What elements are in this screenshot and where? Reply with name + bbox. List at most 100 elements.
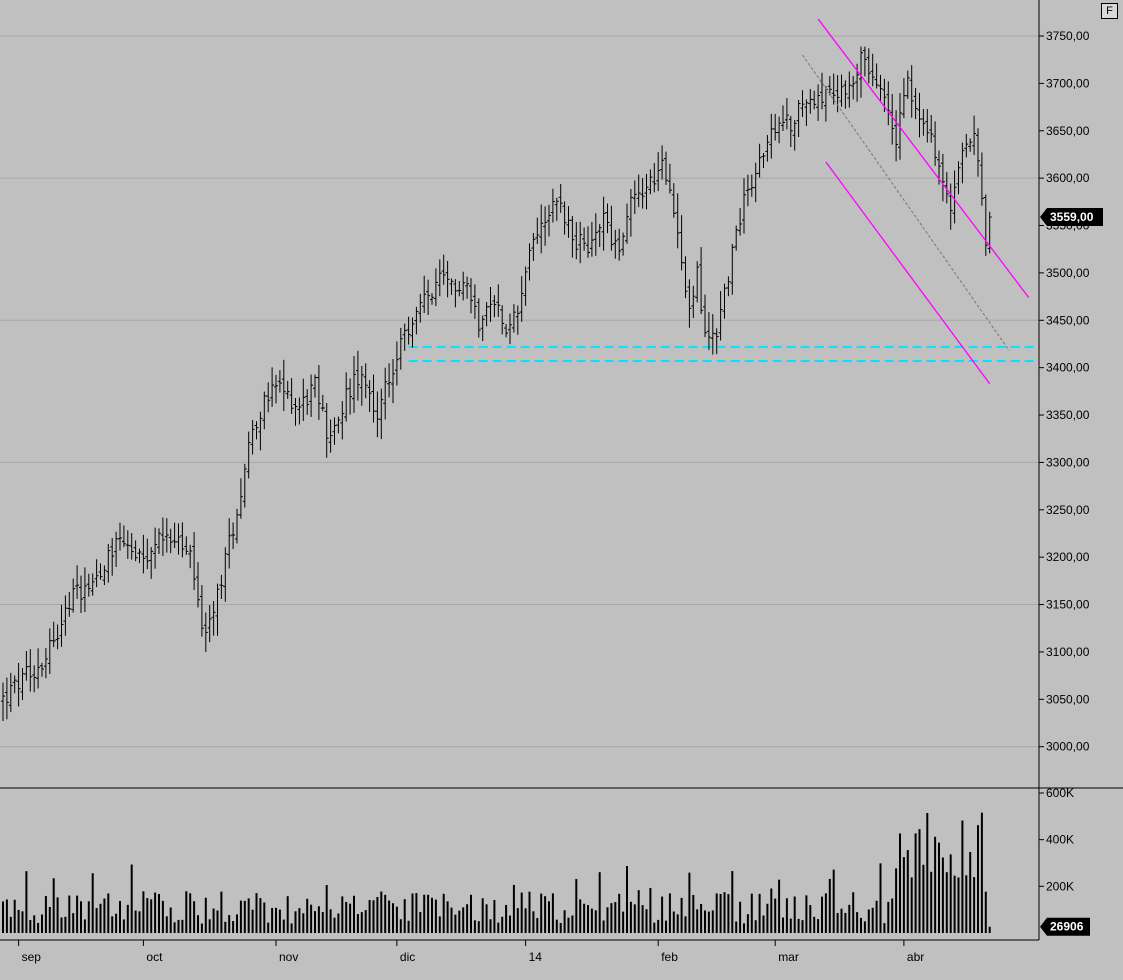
price-bar: [172, 522, 177, 548]
price-bar: [16, 662, 21, 707]
price-bar: [227, 518, 232, 569]
price-bar: [320, 394, 325, 412]
price-tick-label: 3300,00: [1046, 455, 1090, 469]
price-bar: [184, 536, 189, 555]
price-bar: [215, 583, 220, 636]
price-bar: [63, 595, 68, 636]
price-bar: [706, 312, 711, 350]
price-bar: [784, 98, 789, 130]
price-bar: [894, 110, 899, 162]
price-bar: [20, 668, 25, 701]
price-bar: [430, 293, 434, 305]
price-bar: [328, 419, 333, 453]
price-bar: [297, 397, 302, 425]
price-bar: [367, 380, 372, 412]
price-bar: [905, 70, 910, 99]
price-bar: [753, 162, 758, 203]
last-volume-label: 26906: [1050, 920, 1084, 934]
price-bar: [355, 350, 360, 401]
price-bar: [742, 178, 746, 234]
price-bar: [371, 374, 376, 423]
price-bar: [944, 172, 949, 204]
price-bar: [566, 206, 571, 238]
price-bar: [472, 284, 477, 319]
price-bar: [82, 567, 87, 613]
price-bar: [562, 201, 567, 235]
price-bar: [765, 134, 770, 162]
price-bar: [379, 388, 384, 440]
price-bar: [890, 94, 895, 145]
price-bar: [110, 538, 115, 576]
price-bar: [948, 183, 953, 230]
price-bar: [570, 216, 575, 258]
price-bar: [531, 232, 536, 261]
price-bar: [964, 133, 969, 158]
price-bar: [886, 81, 891, 126]
price-bar: [504, 324, 509, 338]
price-bar: [32, 665, 37, 693]
price-tick-label: 3250,00: [1046, 503, 1090, 517]
price-bar: [492, 295, 497, 318]
price-bar: [118, 522, 122, 551]
price-bar: [274, 374, 278, 404]
price-bar: [979, 152, 984, 206]
price-bar: [55, 624, 60, 650]
price-bar: [406, 316, 411, 345]
price-bar: [219, 574, 224, 600]
time-tick-label: dic: [400, 950, 415, 964]
price-bar: [625, 203, 629, 244]
price-bar: [757, 143, 762, 178]
price-bar: [176, 523, 181, 555]
price-bar: [277, 370, 282, 393]
price-bar: [324, 402, 329, 458]
volume-tick-label: 400K: [1046, 833, 1074, 847]
price-bar: [925, 109, 930, 143]
price-bar: [831, 73, 836, 105]
price-tick-label: 3700,00: [1046, 76, 1090, 90]
price-bar: [1, 682, 5, 721]
price-bar: [796, 99, 801, 137]
price-bar: [359, 366, 364, 406]
price-bar: [8, 672, 13, 713]
price-bar: [609, 205, 614, 251]
price-bar: [574, 222, 579, 260]
price-bar: [168, 528, 173, 554]
price-bar: [808, 88, 813, 114]
price-bar: [106, 544, 111, 583]
price-bar: [593, 213, 598, 256]
price-bar: [281, 359, 286, 411]
price-bar: [515, 305, 520, 335]
price-bar: [437, 259, 442, 297]
price-bar: [250, 419, 255, 455]
price-bar: [788, 115, 793, 147]
price-bars: [1, 46, 992, 721]
price-bar: [375, 391, 380, 438]
price-bar: [648, 169, 653, 195]
price-bar: [710, 314, 715, 355]
price-bar: [878, 74, 883, 102]
price-bar: [75, 565, 80, 599]
time-tick-label: sep: [22, 950, 42, 964]
price-bar: [777, 116, 782, 144]
price-bar: [917, 92, 922, 138]
price-bar: [133, 540, 138, 562]
price-bar: [632, 180, 637, 214]
price-bar: [683, 256, 688, 299]
time-tick-label: 14: [529, 950, 543, 964]
price-bar: [730, 243, 735, 295]
price-bar: [738, 208, 743, 236]
price-bar: [578, 221, 583, 264]
price-bar: [125, 530, 130, 559]
price-bar: [441, 254, 446, 285]
price-bar: [909, 65, 914, 118]
price-bar: [800, 90, 805, 118]
trend-channel: [802, 18, 1030, 385]
fullscreen-button[interactable]: F: [1101, 3, 1118, 19]
price-tick-label: 3650,00: [1046, 124, 1090, 138]
price-tick-label: 3150,00: [1046, 598, 1090, 612]
price-bar: [605, 203, 610, 234]
price-bar: [391, 359, 395, 404]
price-bar: [972, 115, 977, 156]
price-bar: [51, 621, 56, 648]
price-bar: [445, 260, 450, 298]
